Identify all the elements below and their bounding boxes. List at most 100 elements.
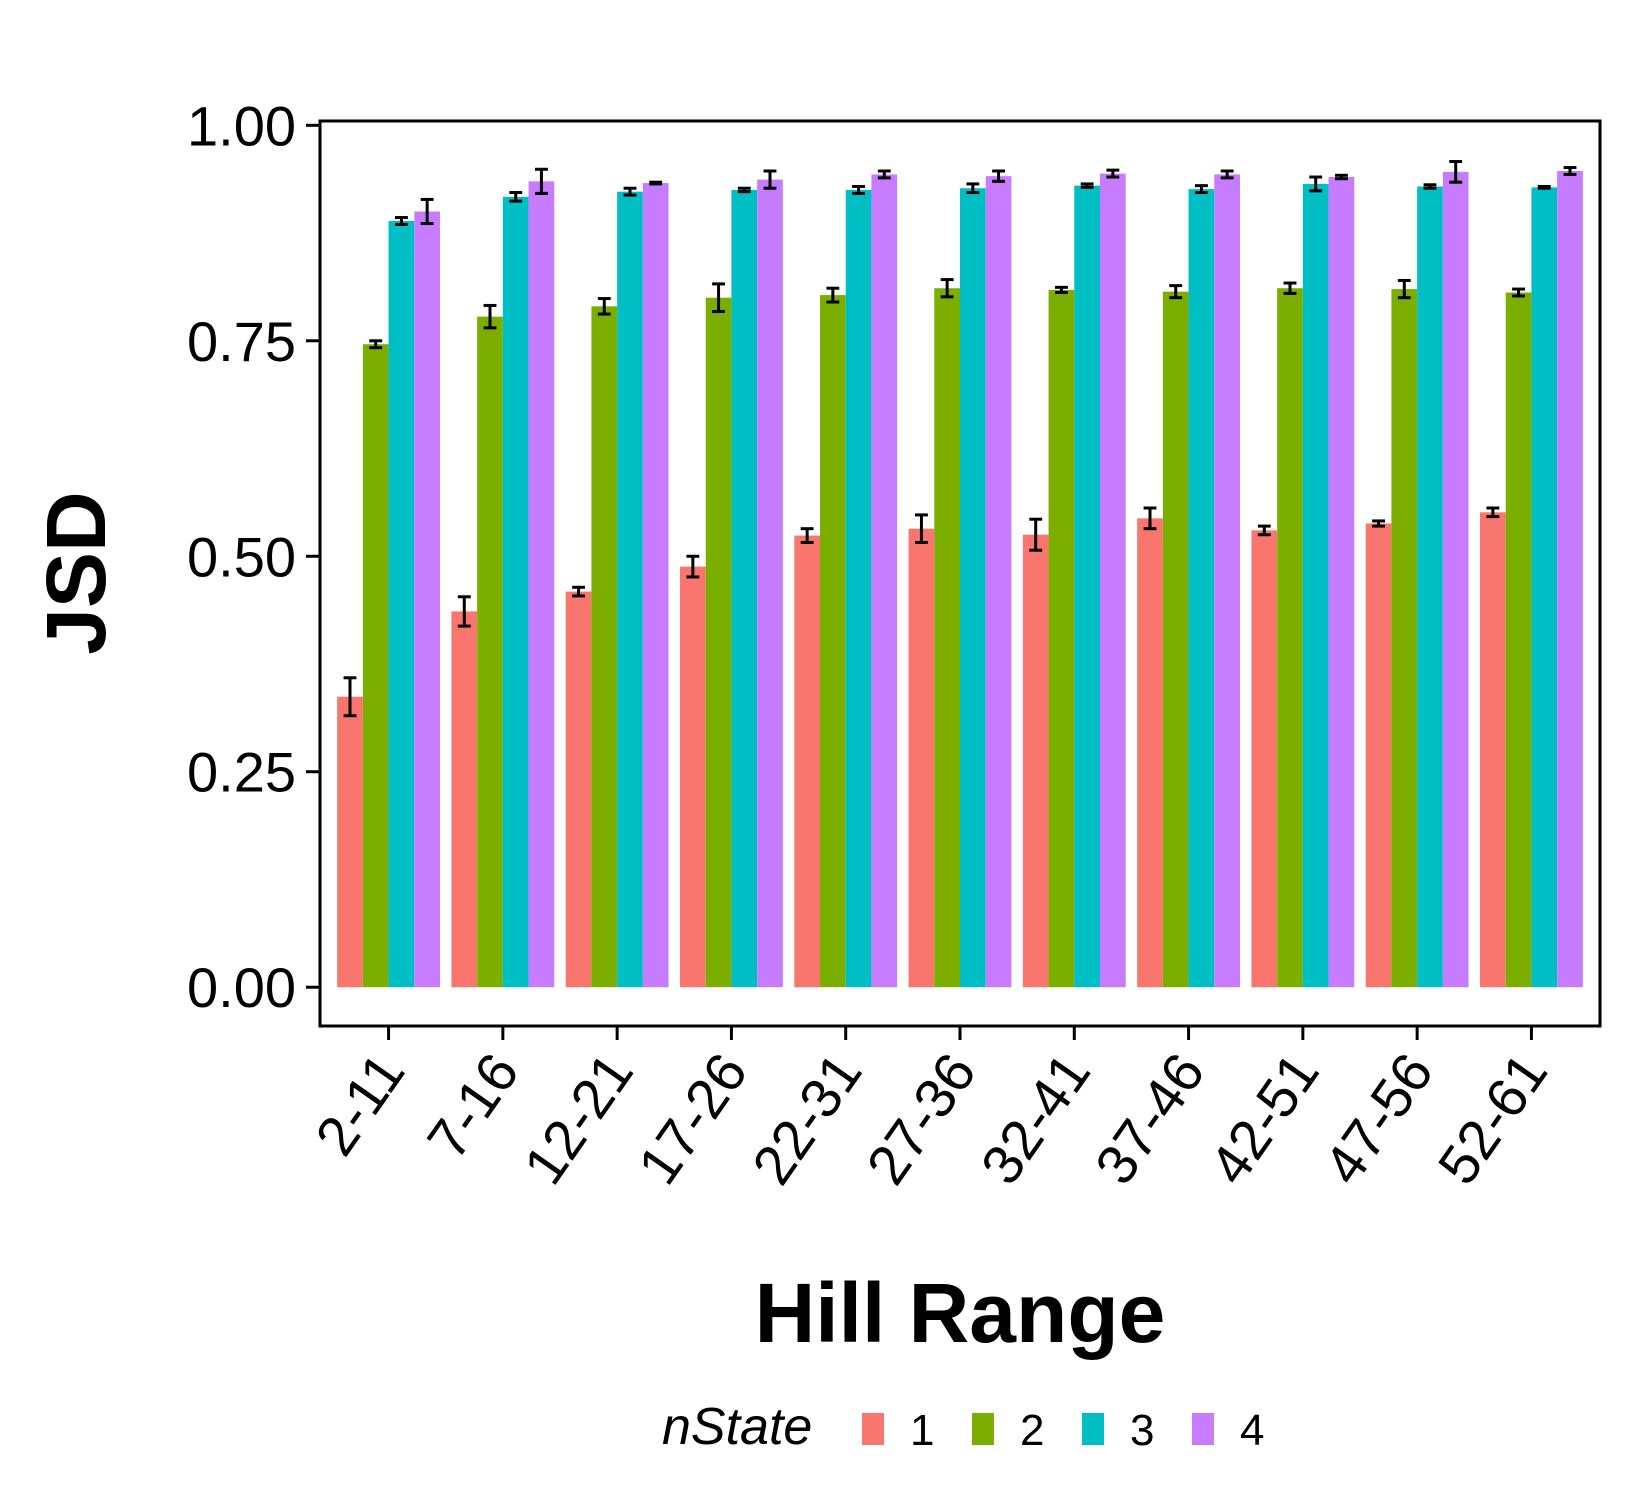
bar-state2-47-56: [1391, 289, 1418, 988]
errorbar-state3-37-46: [1195, 184, 1208, 195]
errorbar-state2-12-21: [597, 297, 611, 316]
x-axis: 2-117-1612-2117-2622-3127-3632-4137-4642…: [303, 1026, 1559, 1195]
errorbar-state4-22-31: [877, 169, 891, 180]
errorbar-state4-7-16: [535, 167, 548, 195]
legend-key-1: [862, 1413, 884, 1445]
errorbar-state4-2-11: [420, 197, 434, 226]
y-tick-label: 0.25: [187, 741, 296, 804]
y-tick-label: 0.75: [187, 310, 296, 373]
errorbar-state4-47-56: [1449, 160, 1463, 184]
errorbar-state4-42-51: [1335, 173, 1348, 181]
errorbar-state1-7-16: [457, 595, 471, 628]
x-tick-label: 47-56: [1311, 1042, 1445, 1195]
errorbar-state1-27-36: [915, 513, 928, 544]
errorbar-state1-42-51: [1257, 524, 1271, 537]
bar-state3-2-11: [388, 220, 415, 988]
legend: nState 1 2 3 4: [662, 1398, 1264, 1456]
errorbar-state2-7-16: [483, 303, 497, 330]
errorbar-state4-27-36: [992, 169, 1005, 183]
x-tick-label: 12-21: [511, 1042, 645, 1195]
bar-state3-17-26: [731, 189, 758, 988]
bar-state4-52-61: [1557, 170, 1583, 988]
bar-state4-2-11: [414, 211, 440, 988]
bar-state4-22-31: [871, 174, 898, 988]
bar-state3-27-36: [960, 188, 986, 988]
legend-label-2: 2: [1020, 1406, 1044, 1455]
bar-state2-42-51: [1277, 288, 1303, 988]
bar-state3-7-16: [502, 196, 529, 988]
bar-state1-27-36: [908, 528, 935, 988]
bar-state4-42-51: [1328, 177, 1355, 988]
y-axis: 0.00 0.25 0.50 0.75 1.00: [187, 94, 320, 1019]
errorbar-state3-7-16: [509, 191, 523, 203]
bar-state1-42-51: [1251, 530, 1278, 988]
bar-state2-22-31: [820, 295, 846, 988]
errorbar-state3-17-26: [737, 186, 751, 194]
bars-layer: [337, 170, 1583, 988]
x-tick-label: 32-41: [968, 1042, 1102, 1195]
y-tick-label: 0.50: [187, 525, 296, 588]
errorbar-state1-17-26: [686, 554, 700, 579]
errorbar-state3-52-61: [1537, 185, 1551, 190]
legend-key-3: [1082, 1413, 1104, 1445]
errorbar-state2-32-41: [1055, 285, 1068, 295]
errorbar-state1-37-46: [1143, 506, 1157, 531]
bar-state1-12-21: [565, 591, 592, 988]
bar-state3-42-51: [1302, 183, 1329, 988]
bar-state2-27-36: [934, 288, 960, 988]
bar-state4-32-41: [1100, 173, 1126, 988]
bar-state1-7-16: [451, 611, 478, 988]
x-tick-label: 17-26: [625, 1042, 759, 1195]
y-tick-label: 1.00: [187, 94, 296, 157]
legend-key-2: [972, 1413, 994, 1445]
bar-state2-2-11: [362, 344, 389, 988]
bar-state3-47-56: [1417, 186, 1443, 988]
errorbar-state3-47-56: [1423, 183, 1437, 190]
errorbar-state2-47-56: [1397, 278, 1411, 300]
bar-state4-12-21: [642, 183, 669, 988]
errorbar-state1-12-21: [572, 585, 585, 598]
bar-state3-22-31: [845, 189, 872, 988]
bar-state3-12-21: [617, 191, 643, 988]
bar-state3-37-46: [1188, 189, 1215, 988]
bar-state1-52-61: [1480, 512, 1506, 988]
bar-state3-32-41: [1074, 185, 1100, 988]
errorbar-state1-47-56: [1372, 519, 1385, 528]
errorbar-state4-17-26: [763, 169, 777, 190]
errorbar-state2-22-31: [826, 286, 840, 304]
bar-state4-37-46: [1214, 174, 1240, 988]
errorbar-state2-17-26: [712, 282, 725, 313]
bar-state1-47-56: [1365, 523, 1392, 988]
x-tick-label: 42-51: [1197, 1042, 1331, 1195]
x-tick-label: 7-16: [415, 1042, 531, 1170]
errorbar-state2-27-36: [940, 278, 954, 299]
errorbar-state3-22-31: [852, 185, 865, 195]
errorbar-state2-2-11: [369, 339, 383, 350]
bar-state1-37-46: [1137, 518, 1163, 988]
errorbar-state4-12-21: [649, 180, 663, 186]
errorbar-state4-52-61: [1563, 166, 1577, 176]
bar-state1-22-31: [794, 535, 820, 988]
bar-state2-52-61: [1505, 292, 1532, 988]
bar-state2-17-26: [705, 297, 732, 988]
errorbar-state3-27-36: [966, 182, 980, 195]
bar-state2-12-21: [591, 306, 618, 988]
errorbar-state4-32-41: [1106, 168, 1120, 179]
y-axis-title: JSD: [29, 491, 123, 654]
errorbar-state2-52-61: [1512, 287, 1525, 298]
errorbars-layer: [343, 160, 1577, 718]
bar-state4-7-16: [528, 181, 555, 988]
x-tick-label: 2-11: [303, 1042, 417, 1167]
x-tick-label: 52-61: [1425, 1042, 1559, 1195]
x-tick-label: 27-36: [854, 1042, 988, 1195]
legend-title: nState: [662, 1398, 812, 1456]
bar-state1-17-26: [680, 566, 706, 988]
y-tick-label: 0.00: [187, 956, 296, 1019]
errorbar-state1-32-41: [1029, 517, 1043, 552]
errorbar-state3-12-21: [623, 186, 637, 197]
errorbar-state1-22-31: [800, 527, 814, 544]
errorbar-state1-52-61: [1486, 506, 1500, 519]
bar-state2-37-46: [1162, 291, 1189, 988]
x-axis-title: Hill Range: [755, 1266, 1166, 1360]
